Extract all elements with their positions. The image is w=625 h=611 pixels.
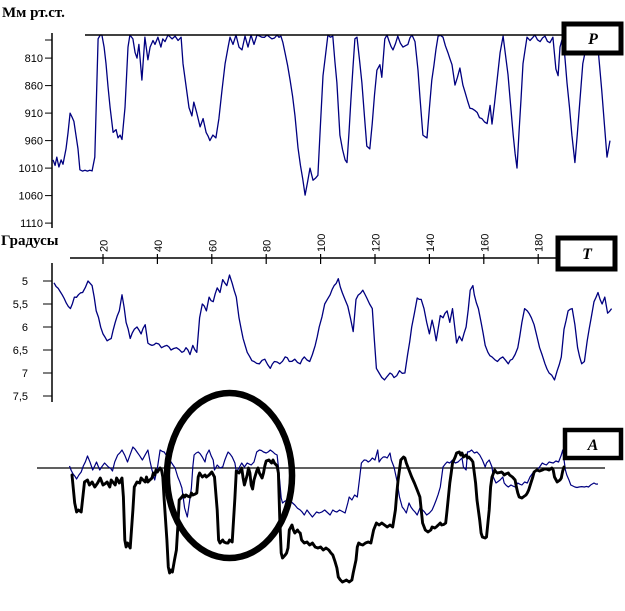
temperature-series-line xyxy=(53,274,613,381)
x-axis-tick-label: 60 xyxy=(207,240,219,252)
panel-label-box-t: T xyxy=(555,235,618,272)
pressure-axis-title: Мм рт.ст. xyxy=(2,5,65,21)
pressure-y-tick-label: 1060 xyxy=(19,191,43,203)
x-axis-tick-label: 40 xyxy=(153,240,165,252)
x-axis-tick-label: 180 xyxy=(534,234,546,252)
temperature-y-tick-label: 7 xyxy=(22,368,28,380)
x-axis-tick-label: 20 xyxy=(99,240,111,252)
degrees-axis-title: Градусы xyxy=(1,233,59,249)
panel-label-box-p: P xyxy=(561,21,624,56)
pressure-y-tick-label: 860 xyxy=(25,81,43,93)
x-axis-tick-label: 120 xyxy=(371,234,383,252)
panel-label-p: P xyxy=(587,31,598,48)
panel-box-p-frame xyxy=(561,21,624,56)
panel-box-a-frame xyxy=(562,427,624,461)
x-axis-tick-label: 80 xyxy=(262,240,274,252)
x-axis-tick-label: 140 xyxy=(425,234,437,252)
pressure-panel: 810 860 910 960 1010 1060 1110 xyxy=(19,33,622,230)
pressure-y-tick-label: 910 xyxy=(25,108,43,120)
panel-box-t-frame xyxy=(555,235,618,272)
temperature-y-tick-label: 6,5 xyxy=(13,345,28,357)
temperature-y-tick-label: 5,5 xyxy=(13,299,28,311)
pressure-y-tick-label: 960 xyxy=(25,136,43,148)
x-axis-tick-label: 160 xyxy=(479,234,491,252)
temperature-y-tick-label: 6 xyxy=(22,322,28,334)
panel-label-box-a: A xyxy=(562,427,624,461)
amplitude-thick-series-line xyxy=(70,450,566,584)
pressure-y-tick-label: 1110 xyxy=(20,218,43,230)
x-axis-tick-label: 100 xyxy=(316,234,328,252)
amplitude-panel xyxy=(37,446,605,584)
pressure-series-line xyxy=(52,34,611,196)
panel-label-t: T xyxy=(582,246,593,263)
temperature-y-tick-label: 5 xyxy=(22,276,28,288)
temperature-y-tick-label: 7,5 xyxy=(13,391,28,403)
pressure-y-tick-label: 1010 xyxy=(19,163,43,175)
annotation-layer xyxy=(163,389,296,562)
pressure-y-tick-label: 810 xyxy=(25,53,43,65)
emphasis-ellipse xyxy=(163,389,296,562)
shared-x-axis: 20 40 60 80 100 120 140 160 180 xyxy=(70,234,607,264)
temperature-panel: 5 5,5 6 6,5 7 7,5 xyxy=(13,263,613,403)
panel-label-a: A xyxy=(587,437,599,454)
amplitude-thin-series-line xyxy=(68,446,599,518)
